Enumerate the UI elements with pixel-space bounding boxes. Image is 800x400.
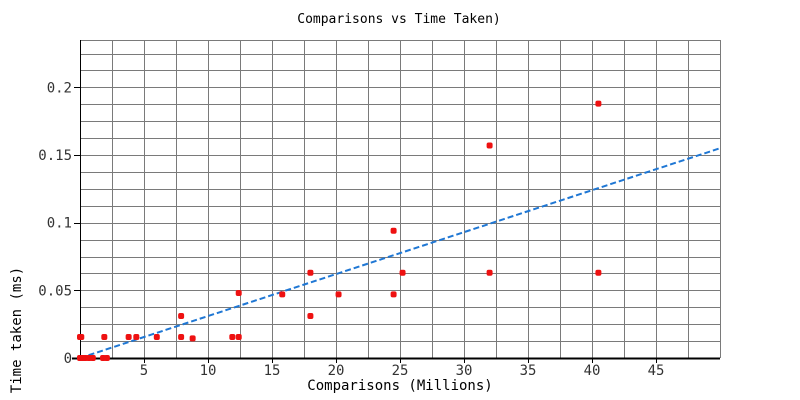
y-tick-label: 0.15 bbox=[38, 148, 72, 164]
data-point bbox=[178, 334, 185, 341]
data-point bbox=[399, 269, 406, 276]
x-tick-label: 20 bbox=[328, 363, 345, 379]
data-point bbox=[189, 335, 196, 342]
x-tick-label: 15 bbox=[264, 363, 281, 379]
x-tick-label: 25 bbox=[392, 363, 409, 379]
y-tick-label: 0.05 bbox=[38, 283, 72, 299]
data-point bbox=[486, 142, 493, 149]
x-tick-label: 30 bbox=[456, 363, 473, 379]
data-point bbox=[279, 291, 286, 298]
data-point bbox=[235, 290, 242, 297]
y-tick-label: 0.1 bbox=[47, 216, 72, 232]
data-point bbox=[178, 313, 185, 320]
data-point bbox=[229, 334, 236, 341]
chart-title: Comparisons vs Time Taken) bbox=[297, 12, 501, 27]
data-point bbox=[595, 269, 602, 276]
data-point bbox=[133, 334, 140, 341]
trendline bbox=[79, 147, 721, 359]
x-tick-label: 45 bbox=[648, 363, 665, 379]
data-point bbox=[78, 334, 85, 341]
data-point bbox=[235, 334, 242, 341]
data-point bbox=[595, 100, 602, 107]
x-tick-label: 40 bbox=[584, 363, 601, 379]
data-point bbox=[101, 334, 108, 341]
data-point bbox=[307, 269, 314, 276]
x-axis-label: Comparisons (Millions) bbox=[307, 378, 492, 394]
data-point bbox=[103, 355, 110, 361]
data-point bbox=[486, 269, 493, 276]
data-point bbox=[335, 291, 342, 298]
y-axis-label: Time taken (ms) bbox=[9, 267, 25, 393]
data-point bbox=[125, 334, 132, 341]
y-tick-label: 0.2 bbox=[47, 80, 72, 96]
grid bbox=[80, 40, 721, 358]
x-tick-label: 5 bbox=[140, 363, 148, 379]
data-point bbox=[153, 334, 160, 341]
trendline-layer bbox=[79, 147, 721, 359]
y-tick-label: 0 bbox=[64, 351, 72, 367]
data-point bbox=[307, 313, 314, 320]
data-point bbox=[89, 355, 96, 361]
x-tick-label: 10 bbox=[200, 363, 217, 379]
tick-labels: 5 10 15 20 25 30 35 40 45 0 0.05 0.1 0.15 0.2 bbox=[38, 80, 664, 379]
data-points bbox=[77, 100, 602, 361]
x-tick-label: 35 bbox=[520, 363, 537, 379]
data-point bbox=[390, 291, 397, 298]
data-point bbox=[390, 227, 397, 234]
